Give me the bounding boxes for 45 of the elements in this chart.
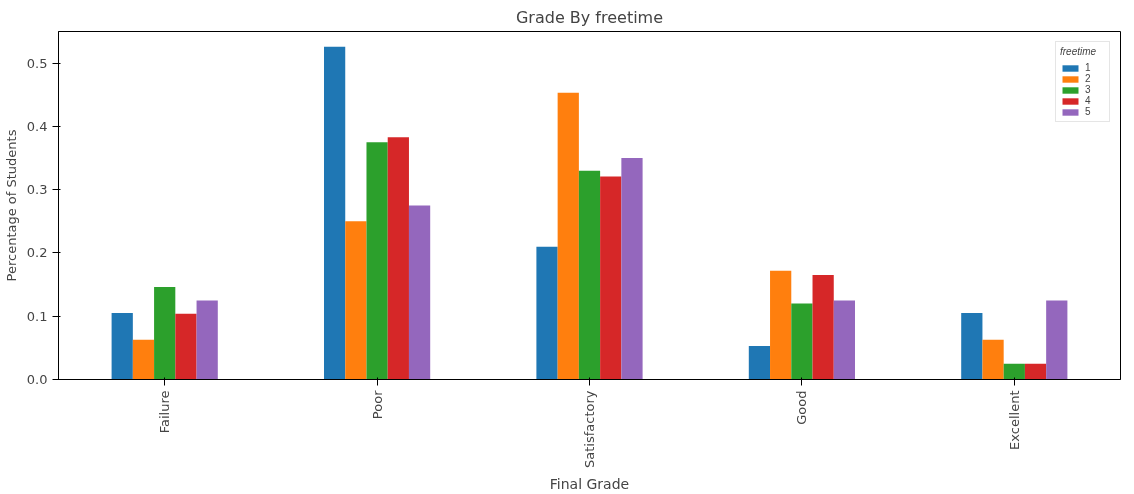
bar (387, 137, 409, 380)
bar (961, 313, 983, 380)
y-tick-label: 0.2 (26, 245, 48, 261)
bar (1003, 363, 1025, 380)
bar (132, 339, 155, 380)
legend-label: 2 (1085, 73, 1092, 84)
chart-title: Grade By freetime (515, 7, 664, 27)
bar (833, 300, 855, 380)
bar (791, 303, 813, 380)
legend-title: freetime (1060, 46, 1098, 57)
bar (578, 170, 601, 380)
legend-label: 3 (1085, 84, 1092, 95)
bar (366, 142, 388, 380)
bar (1046, 300, 1068, 380)
bar (111, 313, 133, 380)
bar (196, 300, 218, 380)
legend-label: 4 (1085, 95, 1092, 106)
y-tick-label: 0.1 (26, 308, 48, 324)
x-axis-title: Final Grade (549, 475, 630, 492)
y-tick-label: 0.0 (26, 372, 48, 387)
bar (408, 205, 431, 380)
y-axis-title: Percentage of Students (3, 129, 19, 282)
y-tick-label: 0.3 (26, 182, 48, 198)
x-tick-label: Failure (157, 390, 173, 434)
x-tick-label: Satisfactory (582, 390, 597, 468)
bar (621, 158, 643, 380)
bar (770, 270, 792, 380)
y-tick-label: 0.4 (26, 118, 48, 134)
bar (748, 345, 771, 380)
x-tick-label: Excellent (1006, 390, 1022, 450)
bar (600, 176, 622, 380)
bar (154, 287, 176, 380)
bar (175, 313, 197, 380)
bar (982, 339, 1004, 380)
legend-label: 5 (1085, 106, 1092, 117)
x-tick-label: Good (794, 390, 810, 425)
legend-label: 1 (1085, 62, 1092, 73)
bar (324, 46, 346, 380)
bar (1024, 363, 1047, 380)
bar (812, 275, 834, 380)
bar (557, 92, 579, 380)
y-tick-label: 0.5 (26, 55, 48, 71)
bar (536, 246, 558, 380)
x-tick-label: Poor (369, 389, 385, 420)
bar (345, 221, 367, 380)
